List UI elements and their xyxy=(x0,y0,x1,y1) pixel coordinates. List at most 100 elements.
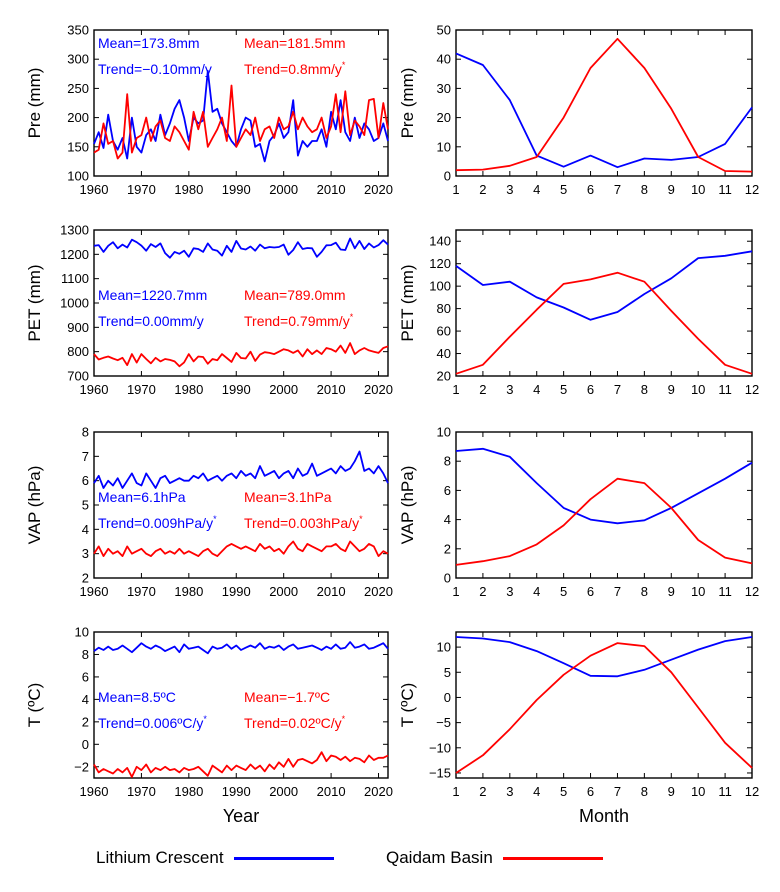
y-tick-label: 250 xyxy=(67,81,89,96)
series-line-qaidam xyxy=(93,84,389,160)
y-tick-label: 5 xyxy=(82,498,89,513)
y-axis-label: T (ºC) xyxy=(25,683,44,728)
legend-swatch-qaidam xyxy=(502,856,603,860)
y-tick-label: 4 xyxy=(444,512,451,527)
x-tick-label: 12 xyxy=(745,784,759,799)
x-tick-label: 3 xyxy=(506,382,513,397)
x-tick-label: 1990 xyxy=(222,584,251,599)
x-tick-label: 6 xyxy=(587,182,594,197)
y-tick-label: 2 xyxy=(82,714,89,729)
x-tick-label: 6 xyxy=(587,784,594,799)
plot-frame xyxy=(93,229,389,377)
y-tick-label: 50 xyxy=(437,23,451,38)
x-tick-label: 5 xyxy=(560,784,567,799)
x-tick-label: 10 xyxy=(691,584,705,599)
x-tick-label: 11 xyxy=(718,182,732,197)
y-axis-label: T (ºC) xyxy=(398,683,417,728)
y-tick-label: 6 xyxy=(444,483,451,498)
y-tick-label: 2 xyxy=(82,571,89,586)
chart-panel-3: 1960 1970 1980 1990 2000 2010 2020 700 800 900 100… xyxy=(25,223,393,398)
series-line-qaidam xyxy=(93,540,389,557)
x-tick-label: 7 xyxy=(614,382,621,397)
x-tick-label: 8 xyxy=(641,584,648,599)
y-tick-label: 700 xyxy=(67,369,89,384)
chart-panel-7: 1960 1970 1980 1990 2000 2010 2020 −2 0 2 4 6 8 10 T (… xyxy=(25,625,393,827)
y-tick-label: 10 xyxy=(437,139,451,154)
x-tick-label: 1980 xyxy=(174,182,203,197)
y-tick-label: 0 xyxy=(444,169,451,184)
plot-frame xyxy=(93,631,389,779)
x-tick-label: 2020 xyxy=(364,584,393,599)
y-tick-label: −5 xyxy=(436,715,451,730)
y-tick-label: 800 xyxy=(67,344,89,359)
y-tick-label: 7 xyxy=(82,449,89,464)
x-tick-label: 2010 xyxy=(317,584,346,599)
series-line-qaidam xyxy=(455,642,753,774)
x-tick-label: 5 xyxy=(560,182,567,197)
y-tick-label: 100 xyxy=(429,279,451,294)
y-tick-label: 140 xyxy=(429,234,451,249)
x-axis-label: Year xyxy=(223,806,259,826)
y-tick-label: 5 xyxy=(444,665,451,680)
x-tick-label: 1960 xyxy=(80,584,109,599)
x-tick-label: 1970 xyxy=(127,382,156,397)
x-tick-label: 2020 xyxy=(364,382,393,397)
plot-frame xyxy=(93,29,389,177)
x-tick-label: 4 xyxy=(533,182,540,197)
annotation-mean-qaidam: Mean=3.1hPa xyxy=(244,489,332,505)
y-tick-label: 4 xyxy=(82,522,89,537)
series-line-qaidam xyxy=(455,271,753,375)
y-tick-label: 1200 xyxy=(60,247,89,262)
x-tick-label: 8 xyxy=(641,784,648,799)
y-axis-label: VAP (hPa) xyxy=(398,466,417,545)
x-tick-label: 2 xyxy=(479,784,486,799)
x-tick-label: 1 xyxy=(452,784,459,799)
y-tick-label: 60 xyxy=(437,324,451,339)
y-tick-label: 0 xyxy=(444,690,451,705)
x-tick-label: 1960 xyxy=(80,182,109,197)
y-tick-label: 900 xyxy=(67,320,89,335)
x-tick-label: 1970 xyxy=(127,584,156,599)
x-tick-label: 4 xyxy=(533,382,540,397)
series-line-lithium xyxy=(93,450,389,489)
y-tick-label: 350 xyxy=(67,23,89,38)
series-line-qaidam xyxy=(93,751,389,778)
legend-swatch-lithium xyxy=(233,856,334,860)
annotation-mean-qaidam: Mean=−1.7ºC xyxy=(244,689,330,705)
y-tick-label: 4 xyxy=(82,692,89,707)
x-tick-label: 7 xyxy=(614,182,621,197)
x-tick-label: 1 xyxy=(452,182,459,197)
legend-label-qaidam: Qaidam Basin xyxy=(386,848,493,867)
x-tick-label: 1980 xyxy=(174,584,203,599)
annotation-trend-lithium: Trend=−0.10mm/y xyxy=(98,61,212,77)
y-tick-label: 150 xyxy=(67,139,89,154)
x-tick-label: 2010 xyxy=(317,182,346,197)
annotation-mean-lithium: Mean=173.8mm xyxy=(98,35,200,51)
x-tick-label: 1990 xyxy=(222,382,251,397)
x-tick-label: 1960 xyxy=(80,382,109,397)
y-tick-label: 30 xyxy=(437,81,451,96)
plot-frame xyxy=(93,431,389,579)
annotation-mean-lithium: Mean=1220.7mm xyxy=(98,287,207,303)
annotation-trend-qaidam: Trend=0.8mm/y* xyxy=(244,60,346,77)
x-tick-label: 6 xyxy=(587,382,594,397)
y-tick-label: 10 xyxy=(437,640,451,655)
x-axis-label: Month xyxy=(579,806,629,826)
plot-frame xyxy=(455,631,753,779)
y-axis-label: Pre (mm) xyxy=(398,68,417,139)
y-tick-label: 300 xyxy=(67,52,89,67)
x-tick-label: 9 xyxy=(668,382,675,397)
annotation-trend-qaidam: Trend=0.79mm/y* xyxy=(244,312,354,329)
annotation-mean-qaidam: Mean=789.0mm xyxy=(244,287,346,303)
x-tick-label: 2 xyxy=(479,584,486,599)
x-tick-label: 11 xyxy=(718,584,732,599)
significance-mark: * xyxy=(342,714,346,724)
annotation-trend-lithium: Trend=0.009hPa/y* xyxy=(98,514,217,531)
y-axis-label: Pre (mm) xyxy=(25,68,44,139)
series-line-lithium xyxy=(455,636,753,678)
